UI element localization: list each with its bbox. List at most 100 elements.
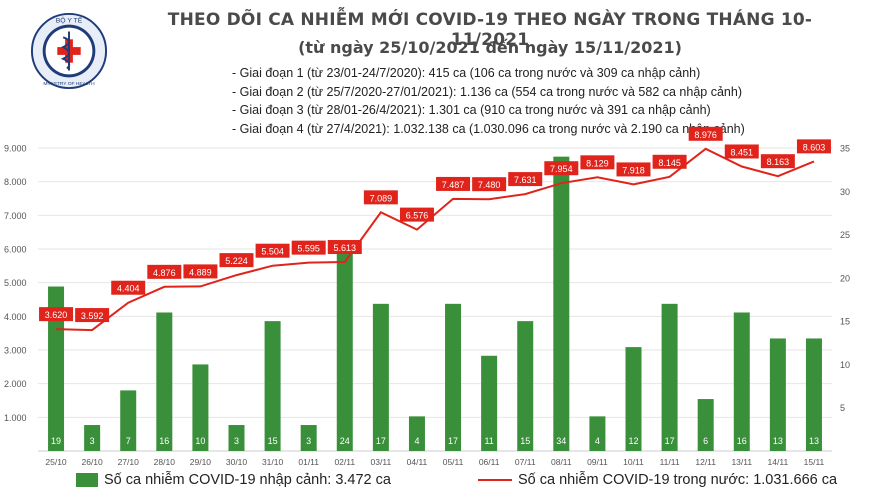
bar-value-label: 24 <box>340 436 350 446</box>
bar-value-label: 11 <box>484 436 493 446</box>
bar-imported <box>228 425 245 451</box>
y-left-tick-label: 8.000 <box>4 177 27 187</box>
x-tick-label: 01/11 <box>298 457 319 467</box>
stage-2-text: - Giai đoạn 2 (từ 25/7/2020-27/01/2021):… <box>232 84 742 99</box>
y-left-tick-label: 1.000 <box>4 413 27 423</box>
y-right-tick-label: 5 <box>840 403 845 413</box>
y-left-tick-label: 2.000 <box>4 379 27 389</box>
x-tick-label: 28/10 <box>154 457 176 467</box>
x-tick-label: 10/11 <box>623 457 644 467</box>
x-tick-label: 02/11 <box>334 457 355 467</box>
x-tick-label: 07/11 <box>515 457 536 467</box>
bar-imported <box>300 425 317 451</box>
line-value-label: 7.631 <box>514 175 537 185</box>
x-tick-label: 31/10 <box>262 457 284 467</box>
line-label-box <box>363 190 398 205</box>
line-label-box <box>652 154 687 169</box>
line-value-label: 3.592 <box>81 311 104 321</box>
logo-top-text: BỘ Y TẾ <box>56 15 83 25</box>
x-tick-label: 27/10 <box>118 457 140 467</box>
bar-imported <box>336 243 353 451</box>
bar-value-label: 17 <box>665 436 675 446</box>
y-left-tick-label: 6.000 <box>4 245 27 255</box>
line-label-box <box>111 280 146 295</box>
line-label-box <box>760 154 795 169</box>
bar-value-label: 15 <box>268 436 278 446</box>
line-value-label: 4.404 <box>117 284 140 294</box>
legend-imported: Số ca nhiễm COVID-19 nhập cảnh: 3.472 ca <box>76 472 391 488</box>
line-label-box <box>796 139 831 154</box>
x-tick-label: 03/11 <box>371 457 392 467</box>
line-label-box <box>75 308 110 323</box>
line-value-label: 8.603 <box>803 142 826 152</box>
stage-summary: - Giai đoạn 1 (từ 23/01-24/7/2020): 415 … <box>232 64 745 138</box>
line-value-label: 5.224 <box>225 256 248 266</box>
y-right-tick-label: 15 <box>840 317 850 327</box>
chart-title: THEO DÕI CA NHIỄM MỚI COVID-19 THEO NGÀY… <box>167 10 813 50</box>
bar-imported <box>733 312 750 451</box>
line-label-box <box>508 172 543 187</box>
line-value-label: 7.089 <box>370 193 393 203</box>
ministry-of-health-logo: BỘ Y TẾ MINISTRY OF HEALTH <box>30 12 108 90</box>
line-label-box <box>580 155 615 170</box>
line-value-label: 7.480 <box>478 180 501 190</box>
legend-imported-label: Số ca nhiễm COVID-19 nhập cảnh: 3.472 ca <box>104 472 391 488</box>
line-value-label: 7.954 <box>550 164 573 174</box>
bar-value-label: 4 <box>414 436 419 446</box>
line-value-label: 3.620 <box>45 310 68 320</box>
bar-imported <box>192 364 209 451</box>
bar-value-label: 17 <box>448 436 458 446</box>
bar-imported <box>697 399 714 451</box>
x-tick-label: 04/11 <box>407 457 428 467</box>
legend-domestic: Số ca nhiễm COVID-19 trong nước: 1.031.6… <box>478 472 837 488</box>
bar-value-label: 17 <box>376 436 386 446</box>
line-value-label: 8.976 <box>694 130 717 140</box>
bar-value-label: 12 <box>628 436 638 446</box>
x-tick-label: 30/10 <box>226 457 248 467</box>
bar-value-label: 7 <box>126 436 131 446</box>
bar-imported <box>769 338 786 451</box>
bar-imported <box>481 355 498 451</box>
y-left-tick-label: 4.000 <box>4 312 27 322</box>
line-label-box <box>616 162 651 177</box>
stage-1-text: - Giai đoạn 1 (từ 23/01-24/7/2020): 415 … <box>232 66 701 80</box>
line-label-box <box>183 264 218 279</box>
x-tick-label: 09/11 <box>587 457 608 467</box>
bar-value-label: 3 <box>90 436 95 446</box>
line-value-label: 5.613 <box>334 243 357 253</box>
line-value-label: 8.451 <box>731 147 754 157</box>
x-tick-label: 08/11 <box>551 457 572 467</box>
line-value-label: 6.576 <box>406 211 429 221</box>
bar-imported <box>84 425 101 451</box>
bar-value-label: 4 <box>595 436 600 446</box>
line-label-box <box>327 240 362 255</box>
line-label-box <box>544 161 579 176</box>
x-tick-label: 26/10 <box>81 457 103 467</box>
line-value-label: 7.918 <box>622 165 645 175</box>
bar-imported <box>156 312 173 451</box>
y-left-tick-label: 7.000 <box>4 211 27 221</box>
bar-imported <box>589 416 606 451</box>
bar-value-label: 16 <box>159 436 169 446</box>
line-value-label: 5.504 <box>261 247 284 257</box>
bar-value-label: 16 <box>737 436 747 446</box>
line-label-box <box>255 243 290 258</box>
line-value-label: 4.889 <box>189 267 212 277</box>
line-label-box <box>147 264 182 279</box>
line-domestic <box>55 147 815 332</box>
line-value-label: 8.129 <box>586 158 609 168</box>
line-label-box <box>472 177 507 192</box>
line-value-label: 7.487 <box>442 180 465 190</box>
line-label-box <box>39 307 74 322</box>
y-right-tick-label: 10 <box>840 360 850 370</box>
bar-imported <box>408 416 425 451</box>
x-tick-label: 15/11 <box>804 457 825 467</box>
stage-3-text: - Giai đoạn 3 (từ 28/01-26/4/2021): 1.30… <box>232 103 711 117</box>
stage-4-text: - Giai đoạn 4 (từ 27/4/2021): 1.032.138 … <box>232 121 745 136</box>
y-left-tick-label: 9.000 <box>4 144 27 154</box>
bar-value-label: 3 <box>234 436 239 446</box>
bar-imported <box>517 321 534 451</box>
legend-domestic-label: Số ca nhiễm COVID-19 trong nước: 1.031.6… <box>518 472 838 488</box>
line-label-box <box>724 144 759 159</box>
